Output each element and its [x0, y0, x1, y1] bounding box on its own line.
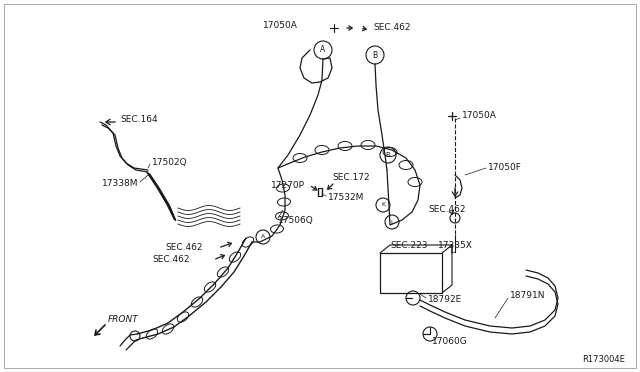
Text: A: A [321, 45, 326, 55]
Text: A: A [261, 234, 265, 240]
Text: 17532M: 17532M [328, 193, 364, 202]
Text: 17050A: 17050A [462, 110, 497, 119]
Text: 17270P: 17270P [271, 180, 305, 189]
Text: 17502Q: 17502Q [152, 157, 188, 167]
Text: 17060G: 17060G [432, 337, 468, 346]
Text: B: B [372, 51, 378, 60]
Text: 17335X: 17335X [438, 241, 473, 250]
Text: 17338M: 17338M [102, 179, 138, 187]
Text: 18791N: 18791N [510, 291, 545, 299]
Text: SEC.462: SEC.462 [373, 22, 410, 32]
Text: 18792E: 18792E [428, 295, 462, 305]
Text: SEC.462: SEC.462 [428, 205, 465, 215]
Text: 17050F: 17050F [488, 164, 522, 173]
Text: B: B [386, 152, 390, 158]
Text: SEC.223: SEC.223 [390, 241, 428, 250]
Text: R173004E: R173004E [582, 356, 625, 365]
Text: 17506Q: 17506Q [278, 215, 314, 224]
Text: FRONT: FRONT [108, 315, 139, 324]
Text: SEC.164: SEC.164 [120, 115, 157, 125]
Text: SEC.462: SEC.462 [152, 256, 189, 264]
Bar [380, 253, 442, 293]
Text: SEC.172: SEC.172 [332, 173, 370, 183]
Text: SEC.462: SEC.462 [165, 244, 202, 253]
Text: L: L [390, 219, 394, 224]
Text: K: K [381, 202, 385, 208]
Text: 17050A: 17050A [263, 20, 298, 29]
